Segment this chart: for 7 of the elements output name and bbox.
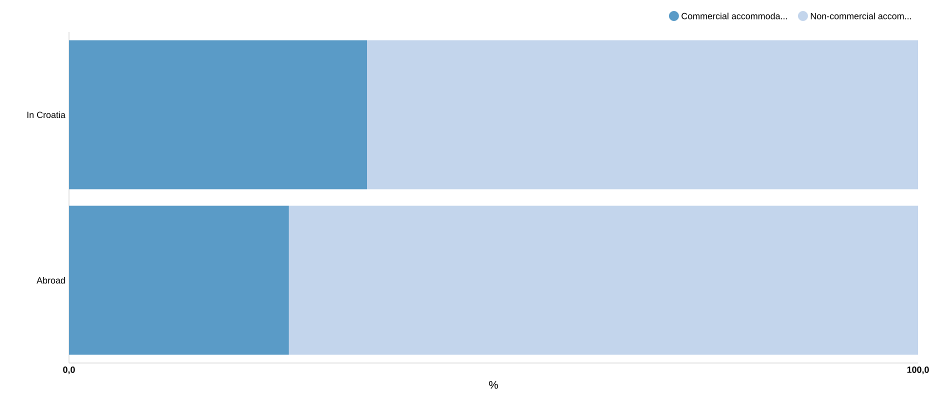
legend-label: Commercial accommoda... — [682, 12, 787, 20]
x-tick-label: 100,0 — [907, 366, 929, 374]
y-tick-label: In Croatia — [27, 111, 66, 118]
y-tick-label: Abroad — [36, 276, 65, 284]
x-tick-label: 0,0 — [63, 366, 75, 374]
legend-label: Non-commercial accom... — [810, 12, 911, 20]
x-axis-title: % — [489, 381, 498, 389]
